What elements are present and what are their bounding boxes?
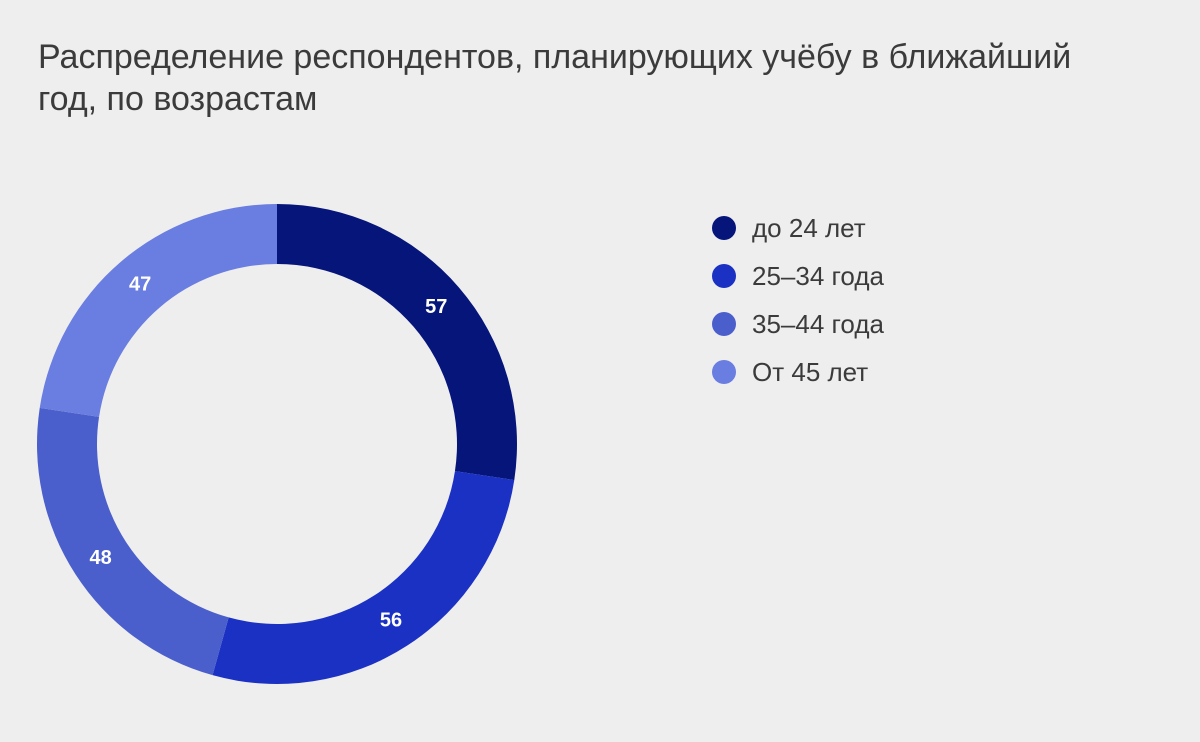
donut-slice — [37, 407, 229, 676]
slice-value-label: 56 — [380, 609, 402, 631]
slice-value-label: 48 — [90, 547, 112, 569]
slice-value-label: 47 — [129, 274, 151, 296]
legend-swatch — [712, 312, 736, 336]
legend-swatch — [712, 216, 736, 240]
legend-swatch — [712, 264, 736, 288]
chart-title: Распределение респондентов, планирующих … — [38, 38, 1072, 118]
legend-label: 25–34 года — [752, 260, 884, 291]
donut-slices — [37, 204, 517, 685]
donut-slice — [277, 204, 517, 481]
legend-item: От 45 лет — [712, 348, 884, 396]
legend-label: 35–44 года — [752, 308, 884, 339]
slice-value-label: 57 — [425, 296, 447, 318]
slice-labels: 57 56 48 47 — [90, 274, 448, 632]
legend-swatch — [712, 360, 736, 384]
donut-slice — [212, 471, 515, 685]
legend-label: От 45 лет — [752, 356, 869, 387]
donut-slice — [39, 204, 277, 417]
legend-item: 35–44 года — [712, 300, 884, 348]
legend-item: 25–34 года — [712, 252, 884, 300]
legend-item: до 24 лет — [712, 204, 884, 252]
legend-label: до 24 лет — [752, 212, 866, 243]
legend: до 24 лет 25–34 года 35–44 года От 45 лет — [712, 204, 884, 396]
